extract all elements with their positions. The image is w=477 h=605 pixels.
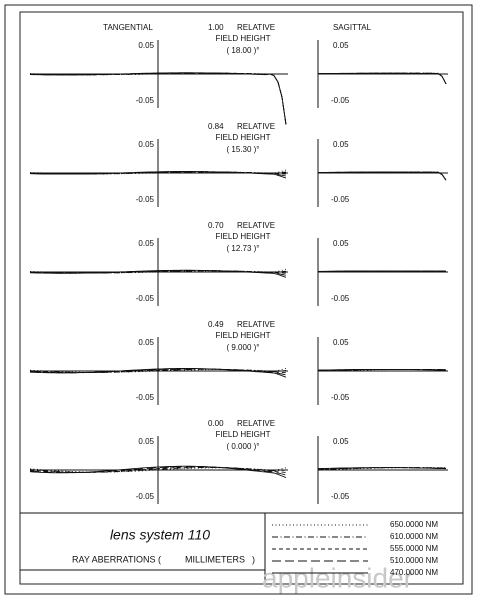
field-value: 0.70 bbox=[208, 221, 224, 230]
field-angle: ( 12.73 )° bbox=[227, 244, 260, 253]
sagittal-tick-label: -0.05 bbox=[331, 294, 350, 303]
tangential-curve bbox=[29, 171, 287, 179]
legend-label: 470.0000 NM bbox=[390, 568, 438, 577]
units-close: ) bbox=[252, 554, 255, 564]
sagittal-tick-label: 0.05 bbox=[333, 338, 349, 347]
outer-frame bbox=[4, 4, 473, 595]
units-name: MILLIMETERS bbox=[185, 554, 245, 564]
tangential-tick-label: -0.05 bbox=[136, 96, 155, 105]
sagittal-curve bbox=[317, 270, 447, 272]
field-height-label: FIELD HEIGHT bbox=[215, 430, 270, 439]
field-height-label: FIELD HEIGHT bbox=[215, 34, 270, 43]
tangential-tick-label: 0.05 bbox=[138, 437, 154, 446]
sagittal-curve bbox=[318, 72, 447, 85]
relative-label: RELATIVE bbox=[237, 221, 275, 230]
sagittal-tick-label: -0.05 bbox=[331, 195, 350, 204]
tangential-tick-label: 0.05 bbox=[138, 140, 154, 149]
sagittal-tick-label: 0.05 bbox=[333, 140, 349, 149]
tangential-curve bbox=[29, 367, 287, 373]
sagittal-tick-label: 0.05 bbox=[333, 239, 349, 248]
field-angle: ( 9.000 )° bbox=[227, 343, 260, 352]
sagittal-curve bbox=[317, 467, 447, 470]
sagittal-curve bbox=[317, 368, 446, 371]
sagittal-tick-label: -0.05 bbox=[331, 492, 350, 501]
relative-label: RELATIVE bbox=[237, 122, 275, 131]
legend-label: 555.0000 NM bbox=[390, 544, 438, 553]
tangential-curve bbox=[29, 269, 287, 278]
sagittal-curve bbox=[317, 171, 447, 181]
tangential-tick-label: -0.05 bbox=[136, 492, 155, 501]
units-label: RAY ABERRATIONS ( bbox=[72, 554, 161, 564]
tangential-curve bbox=[29, 72, 287, 125]
legend-label: 610.0000 NM bbox=[390, 532, 438, 541]
field-height-label: FIELD HEIGHT bbox=[215, 133, 270, 142]
legend-label: 650.0000 NM bbox=[390, 520, 438, 529]
field-value: 0.00 bbox=[208, 419, 224, 428]
relative-label: RELATIVE bbox=[237, 320, 275, 329]
field-height-label: FIELD HEIGHT bbox=[215, 331, 270, 340]
tangential-tick-label: 0.05 bbox=[138, 41, 154, 50]
field-height-label: FIELD HEIGHT bbox=[215, 232, 270, 241]
watermark: appleinsider bbox=[262, 562, 413, 593]
tangential-tick-label: -0.05 bbox=[136, 195, 155, 204]
field-angle: ( 15.30 )° bbox=[227, 145, 260, 154]
system-title: lens system 110 bbox=[110, 527, 210, 543]
tangential-tick-label: -0.05 bbox=[136, 294, 155, 303]
inner-frame bbox=[19, 11, 464, 585]
tangential-tick-label: 0.05 bbox=[138, 338, 154, 347]
relative-label: RELATIVE bbox=[237, 419, 275, 428]
relative-label: RELATIVE bbox=[237, 23, 275, 32]
tangential-tick-label: -0.05 bbox=[136, 393, 155, 402]
sagittal-header: SAGITTAL bbox=[333, 23, 372, 32]
sagittal-tick-label: 0.05 bbox=[333, 437, 349, 446]
tangential-header: TANGENTIAL bbox=[103, 23, 153, 32]
tangential-tick-label: 0.05 bbox=[138, 239, 154, 248]
field-angle: ( 0.000 )° bbox=[227, 442, 260, 451]
tangential-curve bbox=[29, 465, 287, 479]
legend-label: 510.0000 NM bbox=[390, 556, 438, 565]
field-value: 0.84 bbox=[208, 122, 224, 131]
field-angle: ( 18.00 )° bbox=[227, 46, 260, 55]
field-value: 1.00 bbox=[208, 23, 224, 32]
sagittal-tick-label: 0.05 bbox=[333, 41, 349, 50]
sagittal-tick-label: -0.05 bbox=[331, 96, 350, 105]
tangential-curve bbox=[29, 368, 287, 378]
sagittal-tick-label: -0.05 bbox=[331, 393, 350, 402]
field-value: 0.49 bbox=[208, 320, 224, 329]
